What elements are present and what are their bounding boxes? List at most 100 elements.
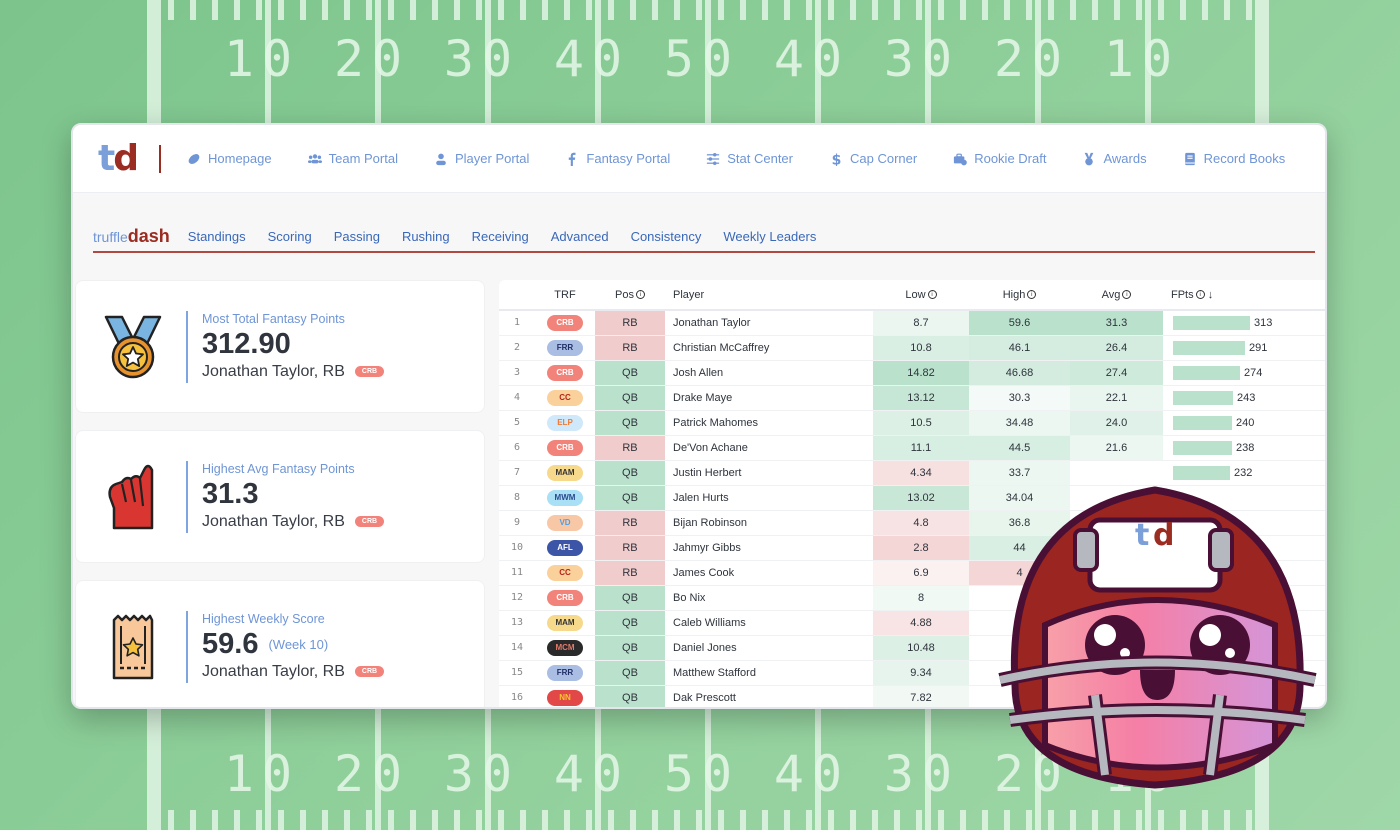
player-name-cell[interactable]: Christian McCaffrey xyxy=(665,335,873,361)
sort-desc-icon[interactable]: ↓ xyxy=(1207,288,1214,301)
fpts-header[interactable]: FPts i ↓ xyxy=(1163,280,1325,311)
low-cell: 6.9 xyxy=(873,560,969,586)
high-header[interactable]: High i xyxy=(969,280,1070,311)
nav-item-fantasy-portal[interactable]: Fantasy Portal xyxy=(565,151,670,166)
team-badge[interactable]: MWM xyxy=(547,489,583,506)
rank-cell: 15 xyxy=(499,660,535,686)
table-row[interactable]: 5 ELP QB Patrick Mahomes 10.5 34.48 24.0 240 xyxy=(499,410,1325,436)
team-badge[interactable]: CC xyxy=(547,564,583,581)
hash-mark xyxy=(366,810,372,830)
team-badge[interactable]: CRB xyxy=(547,364,583,381)
trf-header[interactable]: TRF xyxy=(535,280,595,311)
player-name-cell[interactable]: Dak Prescott xyxy=(665,685,873,707)
player-name-cell[interactable]: Bijan Robinson xyxy=(665,510,873,536)
table-row[interactable]: 3 CRB QB Josh Allen 14.82 46.68 27.4 274 xyxy=(499,360,1325,386)
team-badge[interactable]: NN xyxy=(547,689,583,706)
player-name-cell[interactable]: Drake Maye xyxy=(665,385,873,411)
hash-mark xyxy=(234,810,240,830)
high-cell: 33.7 xyxy=(969,460,1070,486)
subnav-tab-scoring[interactable]: Scoring xyxy=(267,228,312,244)
team-badge[interactable]: CRB xyxy=(547,589,583,606)
player-name-cell[interactable]: De'Von Achane xyxy=(665,435,873,461)
fpts-value: 238 xyxy=(1236,441,1255,454)
hash-mark xyxy=(1180,0,1186,20)
nav-item-homepage[interactable]: Homepage xyxy=(187,151,272,166)
player-name-cell[interactable]: James Cook xyxy=(665,560,873,586)
nav-item-team-portal[interactable]: Team Portal xyxy=(307,151,398,166)
team-badge[interactable]: MAM xyxy=(547,614,583,631)
player-name-cell[interactable]: Justin Herbert xyxy=(665,460,873,486)
hash-mark xyxy=(1092,810,1098,830)
team-badge[interactable]: CRB xyxy=(547,314,583,331)
subnav-tab-advanced[interactable]: Advanced xyxy=(550,228,609,244)
info-icon[interactable]: i xyxy=(1195,290,1205,300)
hash-mark xyxy=(190,0,196,20)
fpts-value: 274 xyxy=(1244,366,1263,379)
avg-header[interactable]: Avg i xyxy=(1070,280,1163,311)
info-icon[interactable]: i xyxy=(927,290,937,300)
low-header[interactable]: Low i xyxy=(873,280,969,311)
team-badge[interactable]: FRR xyxy=(547,339,583,356)
nav-item-awards[interactable]: Awards xyxy=(1082,151,1147,166)
table-row[interactable]: 1 CRB RB Jonathan Taylor 8.7 59.6 31.3 313 xyxy=(499,310,1325,336)
subnav-tab-standings[interactable]: Standings xyxy=(187,228,246,244)
player-name-cell[interactable]: Patrick Mahomes xyxy=(665,410,873,436)
table-row[interactable]: 4 CC QB Drake Maye 13.12 30.3 22.1 243 xyxy=(499,385,1325,411)
team-badge[interactable]: MAM xyxy=(547,464,583,481)
team-badge[interactable]: FRR xyxy=(547,664,583,681)
team-badge[interactable]: CRB xyxy=(354,366,385,378)
player-header[interactable]: Player xyxy=(665,280,873,311)
stat-player[interactable]: Jonathan Taylor, RB CRB xyxy=(202,663,385,681)
info-icon[interactable]: i xyxy=(635,290,645,300)
info-icon[interactable]: i xyxy=(1027,290,1037,300)
low-cell: 10.8 xyxy=(873,335,969,361)
stat-player[interactable]: Jonathan Taylor, RB CRB xyxy=(202,513,385,531)
subnav-tab-rushing[interactable]: Rushing xyxy=(401,228,450,244)
nav-item-cap-corner[interactable]: $ Cap Corner xyxy=(829,151,918,166)
hash-mark xyxy=(762,810,768,830)
position-cell: QB xyxy=(595,635,665,661)
hash-mark xyxy=(322,0,328,20)
table-row[interactable]: 7 MAM QB Justin Herbert 4.34 33.7 232 xyxy=(499,460,1325,486)
hash-mark xyxy=(1136,0,1142,20)
team-cell: FRR xyxy=(535,335,595,361)
nav-item-stat-center[interactable]: Stat Center xyxy=(706,151,793,166)
team-badge[interactable]: CRB xyxy=(547,439,583,456)
player-name-cell[interactable]: Jalen Hurts xyxy=(665,485,873,511)
team-badge[interactable]: ELP xyxy=(547,414,583,431)
team-badge[interactable]: AFL xyxy=(547,539,583,556)
fpts-bar xyxy=(1173,365,1240,380)
team-badge[interactable]: CRB xyxy=(354,516,385,528)
stat-player[interactable]: Jonathan Taylor, RB CRB xyxy=(202,363,385,381)
subnav-tab-weekly-leaders[interactable]: Weekly Leaders xyxy=(723,228,817,244)
team-badge[interactable]: CRB xyxy=(354,666,385,678)
player-name-cell[interactable]: Josh Allen xyxy=(665,360,873,386)
nav-item-rookie-draft[interactable]: Rookie Draft xyxy=(953,151,1046,166)
player-name-cell[interactable]: Bo Nix xyxy=(665,585,873,611)
player-name-cell[interactable]: Matthew Stafford xyxy=(665,660,873,686)
subnav-tab-receiving[interactable]: Receiving xyxy=(471,228,529,244)
stat-card: Highest Avg Fantasy Points 31.3 Jonathan T… xyxy=(75,430,485,563)
td-logo[interactable]: td xyxy=(98,137,139,179)
nav-item-player-portal[interactable]: Player Portal xyxy=(434,151,529,166)
team-badge[interactable]: MCM xyxy=(547,639,583,656)
player-name-cell[interactable]: Daniel Jones xyxy=(665,635,873,661)
truffledash-brand[interactable]: truffledash xyxy=(93,225,170,246)
table-row[interactable]: 6 CRB RB De'Von Achane 11.1 44.5 21.6 238 xyxy=(499,435,1325,461)
player-name-cell[interactable]: Caleb Williams xyxy=(665,610,873,636)
pos-header[interactable]: Pos i xyxy=(595,280,665,311)
sub-navigation: truffledash Standings Scoring Passing Rushi… xyxy=(93,221,1315,253)
player-name-cell[interactable]: Jonathan Taylor xyxy=(665,310,873,336)
player-name-cell[interactable]: Jahmyr Gibbs xyxy=(665,535,873,561)
hash-mark xyxy=(982,810,988,830)
subnav-tab-consistency[interactable]: Consistency xyxy=(630,228,702,244)
table-row[interactable]: 2 FRR RB Christian McCaffrey 10.8 46.1 26.4 291 xyxy=(499,335,1325,361)
team-badge[interactable]: VD xyxy=(547,514,583,531)
stat-card: Most Total Fantasy Points 312.90 Jonathan … xyxy=(75,280,485,413)
info-icon[interactable]: i xyxy=(1122,290,1132,300)
team-badge[interactable]: CC xyxy=(547,389,583,406)
subnav-tab-passing[interactable]: Passing xyxy=(333,228,380,244)
yard-number: 10 xyxy=(1103,30,1181,88)
nav-item-record-books[interactable]: Record Books xyxy=(1183,151,1286,166)
nav-item-label: Record Books xyxy=(1203,151,1286,166)
